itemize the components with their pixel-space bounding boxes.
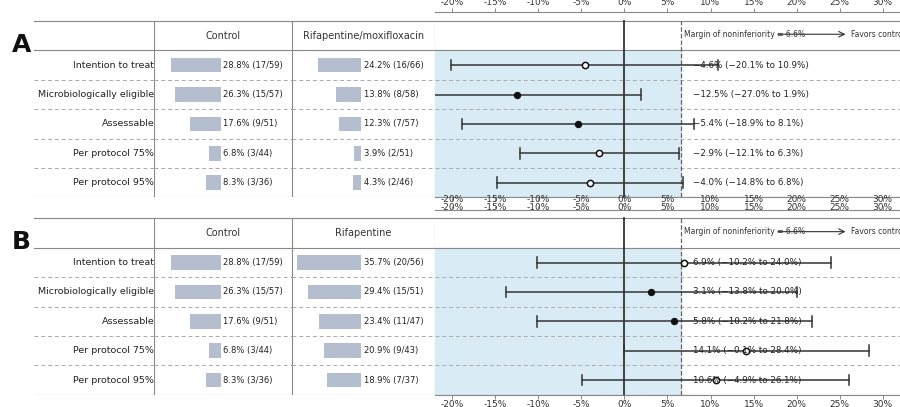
Text: Rifapentine/moxifloxacin: Rifapentine/moxifloxacin <box>303 31 424 41</box>
Text: 28.8% (17/59): 28.8% (17/59) <box>223 61 283 70</box>
Text: 13.8% (8/58): 13.8% (8/58) <box>364 90 418 99</box>
Text: −2.9% (−12.1% to 6.3%): −2.9% (−12.1% to 6.3%) <box>693 149 804 158</box>
Bar <box>327 373 361 387</box>
Text: Microbiologically eligible: Microbiologically eligible <box>38 90 154 99</box>
Text: 3.9% (2/51): 3.9% (2/51) <box>364 149 412 158</box>
Text: −4.6% (−20.1% to 10.9%): −4.6% (−20.1% to 10.9%) <box>693 61 809 70</box>
Text: Assessable: Assessable <box>102 119 154 129</box>
Text: 6.8% (3/44): 6.8% (3/44) <box>223 149 273 158</box>
Text: −4.0% (−14.8% to 6.8%): −4.0% (−14.8% to 6.8%) <box>693 178 804 187</box>
Text: −12.5% (−27.0% to 1.9%): −12.5% (−27.0% to 1.9%) <box>693 90 809 99</box>
Text: Per protocol 75%: Per protocol 75% <box>74 346 154 355</box>
Bar <box>171 58 220 72</box>
Text: 17.6% (9/51): 17.6% (9/51) <box>223 317 278 326</box>
Bar <box>171 255 220 270</box>
Bar <box>190 116 220 131</box>
Text: Favors control: Favors control <box>850 227 900 236</box>
Bar <box>176 87 220 102</box>
Text: 8.3% (3/36): 8.3% (3/36) <box>223 178 273 187</box>
Text: 10.6% (−4.9% to 26.1%): 10.6% (−4.9% to 26.1%) <box>693 376 802 385</box>
Text: 5.8% (−10.2% to 21.8%): 5.8% (−10.2% to 21.8%) <box>693 317 802 326</box>
Bar <box>354 146 361 161</box>
Text: Control: Control <box>206 31 241 41</box>
Text: Intention to treat: Intention to treat <box>73 258 154 267</box>
Text: Control: Control <box>206 228 241 238</box>
Bar <box>435 248 681 395</box>
Bar <box>309 284 361 299</box>
Bar <box>435 50 681 197</box>
Bar <box>209 344 220 358</box>
Text: 6.8% (3/44): 6.8% (3/44) <box>223 346 273 355</box>
Bar <box>206 373 220 387</box>
Text: B: B <box>12 230 31 254</box>
Text: 35.7% (20/56): 35.7% (20/56) <box>364 258 423 267</box>
Text: 24.2% (16/66): 24.2% (16/66) <box>364 61 423 70</box>
Bar <box>353 175 361 190</box>
Text: 20.9% (9/43): 20.9% (9/43) <box>364 346 418 355</box>
Text: Per protocol 95%: Per protocol 95% <box>74 376 154 385</box>
Text: Margin of noninferiority = 6.6%: Margin of noninferiority = 6.6% <box>684 30 805 39</box>
Bar <box>318 58 361 72</box>
Text: Per protocol 95%: Per protocol 95% <box>74 178 154 187</box>
Text: 17.6% (9/51): 17.6% (9/51) <box>223 119 278 129</box>
Bar <box>320 314 361 329</box>
Text: 6.9% (−10.2% to 24.0%): 6.9% (−10.2% to 24.0%) <box>693 258 802 267</box>
Text: Intention to treat: Intention to treat <box>73 61 154 70</box>
Text: 29.4% (15/51): 29.4% (15/51) <box>364 287 423 296</box>
Text: Rifapentine: Rifapentine <box>336 228 392 238</box>
Text: 23.4% (11/47): 23.4% (11/47) <box>364 317 423 326</box>
Text: Assessable: Assessable <box>102 317 154 326</box>
Text: 4.3% (2/46): 4.3% (2/46) <box>364 178 413 187</box>
Bar <box>337 87 361 102</box>
Text: 14.1% (−0.1% to 28.4%): 14.1% (−0.1% to 28.4%) <box>693 346 802 355</box>
Text: Per protocol 75%: Per protocol 75% <box>74 149 154 158</box>
Text: 12.3% (7/57): 12.3% (7/57) <box>364 119 418 129</box>
Text: Favors control: Favors control <box>850 30 900 39</box>
Text: 8.3% (3/36): 8.3% (3/36) <box>223 376 273 385</box>
Bar <box>323 344 361 358</box>
Text: 26.3% (15/57): 26.3% (15/57) <box>223 287 283 296</box>
Bar <box>206 175 220 190</box>
Text: 3.1% (−13.8% to 20.0%): 3.1% (−13.8% to 20.0%) <box>693 287 802 296</box>
Text: −5.4% (−18.9% to 8.1%): −5.4% (−18.9% to 8.1%) <box>693 119 804 129</box>
Text: 26.3% (15/57): 26.3% (15/57) <box>223 90 283 99</box>
Bar <box>190 314 220 329</box>
Text: Microbiologically eligible: Microbiologically eligible <box>38 287 154 296</box>
Bar <box>176 284 220 299</box>
Bar <box>297 255 361 270</box>
Bar <box>209 146 220 161</box>
Text: 18.9% (7/37): 18.9% (7/37) <box>364 376 418 385</box>
Text: A: A <box>12 33 31 57</box>
Text: 28.8% (17/59): 28.8% (17/59) <box>223 258 283 267</box>
Text: Margin of noninferiority = 6.6%: Margin of noninferiority = 6.6% <box>684 227 805 236</box>
Bar <box>338 116 361 131</box>
